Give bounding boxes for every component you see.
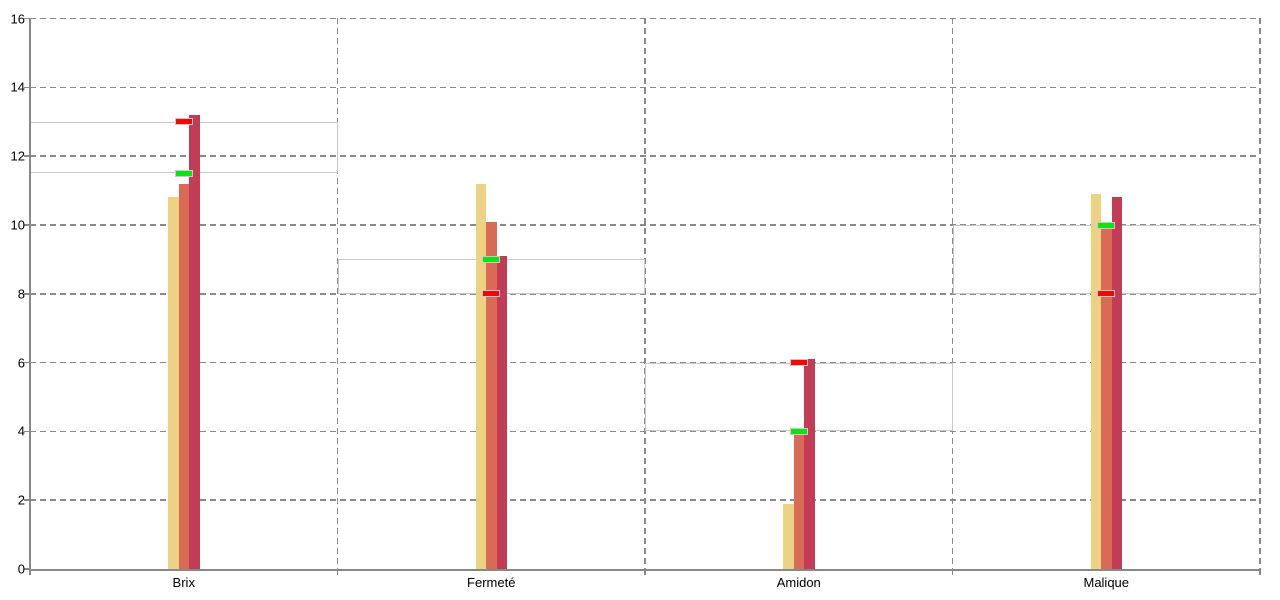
bar-malique-bar-1-tan: [1090, 194, 1101, 569]
y-axis-tick-0: [24, 568, 30, 570]
category-label-amidon: Amidon: [776, 575, 821, 590]
marker-green-target-fermete: [482, 255, 501, 263]
x-axis-tick-1: [336, 569, 339, 575]
marker-red-target-amidon: [789, 359, 808, 367]
bar-brix-bar-3-crimson: [189, 114, 200, 569]
category-label-malique: Malique: [1083, 575, 1130, 590]
bar-malique-bar-2-salmon: [1101, 221, 1112, 569]
marker-green-target-malique: [1097, 221, 1116, 229]
bar-brix-bar-2-salmon: [178, 183, 189, 569]
y-axis-tick-label-0: 0: [17, 561, 25, 577]
category-label-fermete: Fermeté: [467, 575, 516, 590]
marker-red-target-malique: [1097, 290, 1116, 298]
y-axis-tick-label-6: 6: [17, 355, 25, 371]
x-axis-line: [29, 568, 1261, 571]
bar-fermete-bar-1-tan: [475, 183, 486, 569]
bar-amidon-bar-3-crimson: [804, 359, 815, 569]
x-axis-tick-4: [1259, 569, 1261, 575]
panel-divider-2: [644, 18, 646, 569]
y-axis-tick-label-2: 2: [17, 492, 25, 508]
y-axis-tick-14: [24, 86, 30, 89]
y-axis-tick-label-12: 12: [10, 148, 25, 164]
y-axis-tick-label-14: 14: [10, 79, 25, 95]
x-axis-tick-3: [951, 569, 954, 575]
bar-brix-bar-1-tan: [168, 197, 179, 569]
reference-band-brix: [30, 121, 338, 174]
y-axis-tick-10: [24, 224, 30, 226]
reference-band-amidon: [645, 362, 953, 432]
y-axis-line: [29, 18, 31, 571]
y-axis-tick-16: [24, 17, 30, 20]
y-axis-tick-label-8: 8: [17, 286, 25, 302]
bar-fermete-bar-2-salmon: [486, 221, 497, 569]
panel-divider-4: [1259, 18, 1261, 569]
bar-malique-bar-3-crimson: [1111, 197, 1122, 569]
marker-red-target-brix: [174, 118, 193, 126]
y-axis-tick-8: [24, 293, 30, 295]
bar-amidon-bar-1-tan: [783, 503, 794, 569]
y-axis-tick-label-4: 4: [17, 423, 25, 439]
y-axis-tick-label-16: 16: [10, 11, 25, 27]
x-axis-tick-0: [29, 569, 31, 575]
bar-fermete-bar-3-crimson: [496, 255, 507, 569]
x-axis-tick-2: [644, 569, 646, 575]
y-axis-tick-4: [24, 430, 30, 433]
bar-amidon-bar-2-salmon: [793, 431, 804, 569]
marker-green-target-amidon: [789, 427, 808, 435]
y-axis-tick-2: [24, 499, 30, 501]
y-axis-tick-6: [24, 361, 30, 364]
category-label-brix: Brix: [172, 575, 195, 590]
y-axis-tick-12: [24, 155, 30, 157]
marker-red-target-fermete: [482, 290, 501, 298]
y-axis-tick-label-10: 10: [10, 217, 25, 233]
marker-green-target-brix: [174, 169, 193, 177]
